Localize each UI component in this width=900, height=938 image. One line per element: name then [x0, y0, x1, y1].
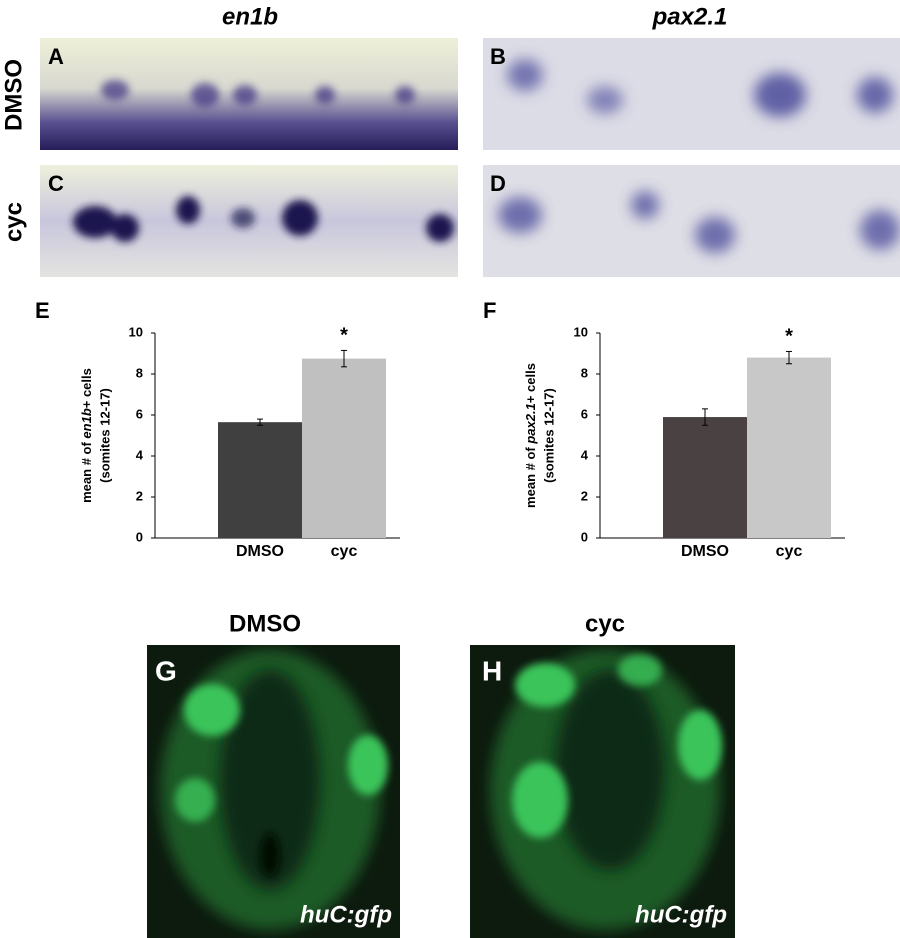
bar — [747, 357, 831, 538]
y-tick-label: 4 — [581, 447, 589, 462]
y-tick-label: 6 — [136, 406, 143, 421]
bar — [663, 417, 747, 538]
row-label: DMSO — [0, 59, 27, 131]
column-title: pax2.1 — [652, 3, 728, 30]
panel-title: cyc — [585, 610, 625, 637]
x-tick-label: DMSO — [236, 543, 284, 560]
y-tick-label: 10 — [129, 324, 143, 339]
y-tick-label: 0 — [136, 529, 143, 544]
image-a — [40, 38, 458, 150]
panel-label: A — [48, 44, 64, 69]
y-tick-label: 10 — [574, 324, 588, 339]
error-bar — [702, 408, 708, 426]
error-bar — [341, 349, 347, 368]
row-label: cyc — [0, 202, 27, 242]
y-axis-label-part: en1b — [79, 408, 94, 438]
y-axis-label: mean # of en1b+ cells — [79, 368, 94, 503]
panel-title: DMSO — [229, 610, 301, 637]
panel-label: G — [155, 655, 177, 686]
y-axis-label-part: mean # of — [523, 444, 538, 508]
y-tick-label: 8 — [136, 365, 143, 380]
y-tick-label: 4 — [136, 447, 144, 462]
annotation: * — [340, 325, 348, 347]
panel-label: B — [490, 44, 506, 69]
annotation: * — [785, 326, 793, 348]
y-axis-label-part: + cells — [79, 368, 94, 408]
panel-label: C — [48, 171, 64, 196]
image-b — [483, 38, 900, 150]
panel-label: E — [35, 298, 50, 323]
error-bar — [786, 350, 792, 365]
error-bar — [257, 418, 263, 426]
image-h — [470, 645, 735, 938]
panel-label: D — [490, 171, 506, 196]
y-tick-label: 0 — [581, 529, 588, 544]
y-tick-label: 8 — [581, 365, 588, 380]
column-title: en1b — [222, 3, 278, 30]
y-tick-label: 2 — [136, 488, 143, 503]
image-d — [483, 165, 900, 277]
panel-label: F — [483, 298, 496, 323]
y-axis-label: mean # of pax2.1+ cells — [523, 363, 538, 508]
reporter-label: huC:gfp — [635, 901, 727, 928]
y-tick-label: 2 — [581, 488, 588, 503]
bar — [218, 422, 302, 538]
x-tick-label: cyc — [331, 543, 358, 560]
y-axis-label: (somites 12-17) — [541, 388, 556, 483]
x-tick-label: DMSO — [681, 543, 729, 560]
y-axis-label-part: mean # of — [79, 439, 94, 503]
y-tick-label: 6 — [581, 406, 588, 421]
y-axis-label-part: + cells — [523, 363, 538, 403]
bar — [302, 358, 386, 538]
reporter-label: huC:gfp — [300, 901, 392, 928]
y-axis-label-part: pax2.1 — [523, 403, 538, 444]
panel-label: H — [482, 655, 502, 686]
image-g — [147, 645, 400, 938]
image-c — [40, 165, 458, 277]
y-axis-label: (somites 12-17) — [97, 388, 112, 483]
x-tick-label: cyc — [776, 543, 803, 560]
